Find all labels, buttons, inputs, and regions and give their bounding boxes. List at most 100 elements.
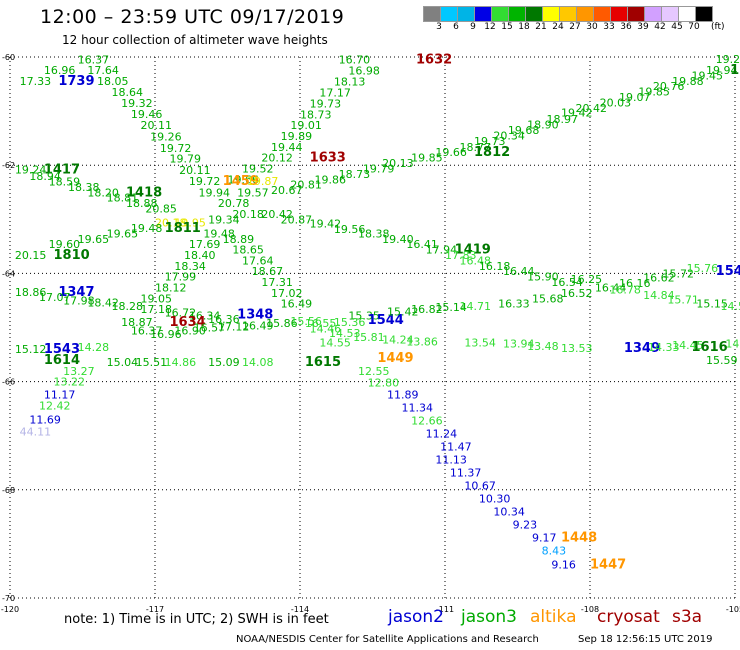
wave-height-value: 18.81	[107, 192, 138, 205]
pass-time-label: 1417	[44, 163, 80, 178]
wave-height-value: 14.84	[643, 289, 675, 302]
wave-height-value: 19.68	[508, 124, 540, 137]
wave-height-value: 16.36	[208, 313, 240, 326]
wave-height-value: 17.64	[87, 64, 119, 77]
wave-height-value: 15.86	[266, 317, 298, 330]
lat-tick-label: -66	[2, 378, 15, 387]
wave-height-value: 16.57	[194, 322, 226, 335]
color-scale-label: 70	[688, 22, 700, 32]
wave-height-value: 19.46	[131, 108, 163, 121]
pass-time-label: 1447	[590, 557, 626, 572]
wave-height-value: 19.79	[363, 162, 395, 175]
color-scale-swatch	[695, 6, 713, 22]
pass-time-label: 1813	[730, 63, 740, 78]
wave-height-value: 16.34	[189, 310, 221, 323]
wave-height-value: 16.70	[339, 54, 371, 67]
wave-height-value: 19.05	[141, 292, 173, 305]
wave-height-value: 18.20	[87, 186, 119, 199]
wave-height-value: 19.32	[121, 97, 152, 110]
wave-height-value: 11.47	[440, 441, 472, 454]
wave-height-value: 20.11	[179, 164, 211, 177]
lon-tick-label: -117	[146, 605, 164, 614]
wave-height-value: 20.87	[281, 213, 313, 226]
color-scale-label: 24	[552, 22, 564, 32]
wave-height-value: 9.16	[551, 558, 576, 571]
wave-height-value: 19.24	[15, 164, 47, 177]
wave-height-value: 19.56	[334, 223, 366, 236]
wave-height-value: 19.01	[290, 119, 322, 132]
wave-height-value: 20.81	[290, 179, 322, 192]
wave-height-value: 20.78	[218, 197, 250, 210]
wave-height-value: 16.98	[348, 65, 380, 78]
wave-height-value: 16.16	[619, 277, 651, 290]
wave-height-value: 19.66	[435, 146, 467, 159]
wave-height-value: 17.64	[242, 254, 274, 267]
pass-time-label: 1459	[223, 174, 259, 189]
wave-height-value: 19.48	[131, 222, 163, 235]
wave-height-value: 15.04	[107, 356, 138, 369]
lat-tick-label: -60	[2, 53, 15, 62]
wave-height-value: 15.59	[706, 354, 738, 367]
lon-tick-label: -108	[581, 605, 599, 614]
color-scale-unit: (ft)	[711, 22, 725, 32]
wave-height-value: 14.24	[382, 333, 414, 346]
color-scale-label: 27	[569, 22, 581, 32]
wave-height-value: 19.72	[189, 175, 221, 188]
wave-height-value: 10.30	[479, 492, 511, 505]
color-scale-label: 33	[603, 22, 615, 32]
wave-height-value: 17.02	[271, 287, 303, 300]
wave-height-value: 19.72	[160, 142, 192, 155]
wave-height-value: 19.40	[382, 233, 414, 246]
wave-height-value: 15.81	[353, 331, 385, 344]
wave-height-value: 19.60	[49, 238, 81, 251]
wave-height-value: 10.67	[464, 479, 496, 492]
wave-height-value: 12.66	[411, 415, 443, 428]
wave-height-value: 16.55	[305, 317, 337, 330]
pass-time-label: 1632	[416, 53, 452, 68]
wave-height-value: 11.89	[387, 389, 419, 402]
wave-height-value: 15.51	[136, 356, 168, 369]
wave-height-value: 19.42	[561, 107, 593, 120]
wave-height-value: 15.15	[696, 298, 728, 311]
color-scale-label: 42	[654, 22, 666, 32]
wave-height-value: 15.68	[532, 292, 564, 305]
wave-height-value: 14.50	[725, 338, 740, 351]
wave-height-value: 16.82	[411, 303, 443, 316]
wave-height-value: 18.97	[547, 113, 579, 126]
wave-height-value: 15.09	[208, 356, 240, 369]
wave-height-value: 19.65	[78, 233, 110, 246]
pass-time-label: 1545	[716, 264, 740, 279]
wave-height-value: 16.96	[150, 328, 182, 341]
wave-height-value: 17.17	[319, 87, 351, 100]
lon-tick-label: -114	[291, 605, 309, 614]
wave-height-value: 15.71	[667, 293, 699, 306]
generation-timestamp: Sep 18 12:56:15 UTC 2019	[578, 634, 713, 645]
wave-height-value: 16.41	[406, 238, 438, 251]
wave-height-value: 15.36	[334, 316, 366, 329]
wave-height-value: 17.18	[141, 303, 173, 316]
wave-height-value: 16.49	[281, 298, 313, 311]
wave-height-value: 19.85	[638, 86, 670, 99]
wave-height-value: 19.42	[310, 218, 342, 231]
wave-height-value: 15.12	[15, 343, 47, 356]
wave-height-value: 18.05	[97, 75, 129, 88]
wave-height-value: 19.87	[247, 175, 278, 188]
wave-height-value: 15.76	[687, 262, 719, 275]
wave-height-value: 20.42	[576, 102, 608, 115]
wave-height-value: 8.43	[542, 544, 567, 557]
wave-height-value: 19.88	[672, 75, 704, 88]
pass-time-label: 1615	[305, 355, 341, 370]
pass-time-label: 1616	[692, 340, 728, 355]
wave-height-value: 18.42	[87, 297, 119, 310]
wave-height-value: 12.55	[358, 365, 390, 378]
legend-cryosat: cryosat	[597, 607, 660, 627]
wave-height-value: 14.55	[319, 337, 351, 350]
wave-height-value: 20.13	[382, 157, 414, 170]
wave-height-value: 15.90	[527, 271, 559, 284]
wave-height-value: 13.53	[561, 342, 593, 355]
wave-height-value: 16.48	[460, 254, 492, 267]
wave-height-value: 19.07	[619, 91, 651, 104]
wave-height-value: 18.87	[121, 316, 152, 329]
wave-height-value: 18.73	[300, 108, 332, 121]
wave-height-value: 16.44	[503, 265, 535, 278]
